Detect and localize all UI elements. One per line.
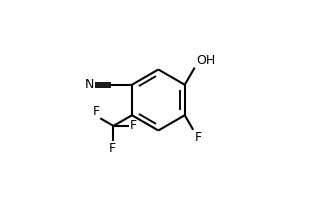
Text: F: F <box>92 105 99 118</box>
Text: F: F <box>129 119 137 132</box>
Text: OH: OH <box>196 54 215 67</box>
Text: F: F <box>109 142 116 155</box>
Text: N: N <box>85 78 94 91</box>
Text: F: F <box>194 130 201 144</box>
